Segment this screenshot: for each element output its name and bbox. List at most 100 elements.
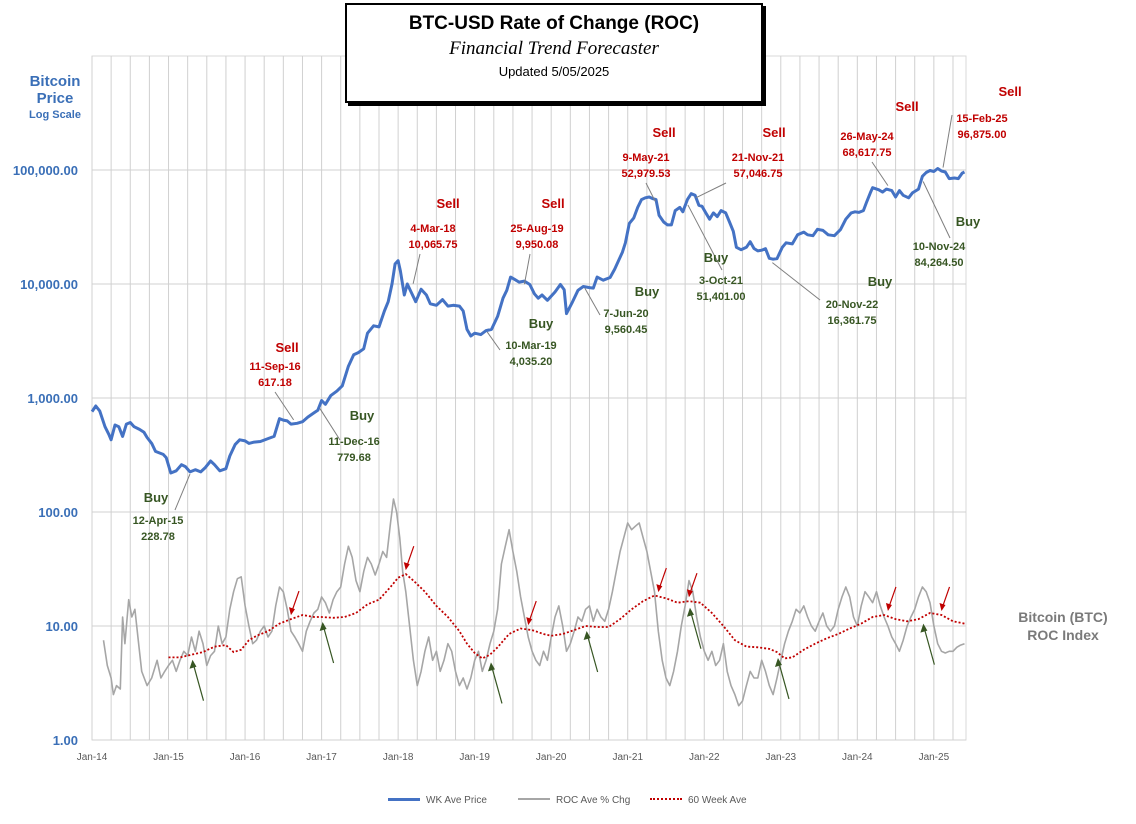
arrow-shaft (587, 635, 599, 673)
signal-kind-label: Sell (436, 196, 459, 211)
buy-signal-arrow (487, 662, 503, 704)
signal-kind-label: Sell (762, 125, 785, 140)
annotation-leader (645, 182, 656, 202)
sell-signal-arrow (288, 590, 300, 616)
arrow-head (487, 662, 495, 672)
arrow-head (920, 623, 928, 633)
sell-annotation: Sell 25-Aug-19 9,950.08 (510, 196, 565, 285)
legend-swatch-avg (650, 798, 682, 801)
signal-date-label: 15-Feb-25 (956, 113, 1007, 125)
annotation-leader (174, 473, 191, 511)
arrow-shaft (888, 586, 897, 608)
buy-annotation: Buy 20-Nov-22 16,361.75 (772, 262, 893, 327)
signal-kind-label: Sell (652, 125, 675, 140)
signal-kind-label: Buy (868, 274, 893, 289)
annotation-leader (412, 253, 421, 284)
series-line-60-week-ave (168, 573, 965, 660)
buy-signal-arrow (189, 659, 205, 701)
signal-value-label: 84,264.50 (915, 257, 964, 269)
x-tick-label: Jan-19 (459, 752, 490, 763)
buy-signal-arrow (583, 631, 599, 673)
legend-label-price: WK Ave Price (426, 795, 487, 806)
y-axis-title-line2: Price (36, 90, 74, 107)
arrow-shaft (192, 664, 205, 701)
x-tick-label: Jan-24 (842, 752, 873, 763)
signal-value-label: 16,361.75 (828, 315, 877, 327)
y-tick-label: 100.00 (38, 505, 78, 520)
signal-annotations: Sell11-Sep-16617.18Buy11-Dec-16779.68Buy… (133, 84, 1022, 543)
y-tick-label: 1.00 (53, 733, 78, 748)
signal-kind-label: Buy (144, 490, 169, 505)
legend-swatch-roc (518, 798, 550, 801)
roc-signal-arrows (189, 545, 951, 704)
x-tick-label: Jan-20 (536, 752, 567, 763)
legend-label-roc: ROC Ave % Chg (556, 795, 631, 806)
x-tick-label: Jan-25 (919, 752, 950, 763)
roc-axis-title-line2: ROC Index (1027, 627, 1099, 643)
buy-signal-arrow (920, 623, 935, 665)
legend-label-avg: 60 Week Ave (688, 795, 747, 806)
sell-signal-arrow (686, 573, 698, 598)
arrow-shaft (658, 567, 667, 589)
sell-annotation: Sell 11-Sep-16 617.18 (249, 340, 301, 421)
y-axis-ticks: 1.00 10.00 100.00 1,000.00 10,000.00 100,000.… (13, 163, 78, 748)
arrow-shaft (323, 626, 335, 664)
x-tick-label: Jan-17 (306, 752, 337, 763)
signal-value-label: 57,046.75 (734, 168, 783, 180)
chart-title: BTC-USD Rate of Change (ROC) (408, 13, 700, 34)
annotation-leader (922, 181, 951, 239)
annotation-leader (319, 408, 341, 441)
x-tick-label: Jan-14 (77, 752, 108, 763)
buy-annotation: Buy 10-Mar-19 4,035.20 (486, 316, 557, 368)
signal-date-label: 12-Apr-15 (133, 515, 184, 527)
arrow-head (319, 621, 327, 631)
sell-signal-arrow (656, 567, 667, 593)
signal-kind-label: Sell (895, 99, 918, 114)
sell-annotation: Sell 9-May-21 52,979.53 (622, 125, 676, 202)
signal-value-label: 10,065.75 (409, 239, 458, 251)
signal-kind-label: Sell (998, 84, 1021, 99)
arrow-shaft (689, 573, 698, 594)
signal-value-label: 228.78 (141, 531, 175, 543)
signal-date-label: 9-May-21 (622, 152, 669, 164)
signal-kind-label: Sell (541, 196, 564, 211)
signal-kind-label: Buy (956, 214, 981, 229)
annotation-leader (486, 331, 501, 351)
arrow-head (526, 617, 533, 626)
annotation-leader (687, 204, 723, 271)
signal-value-label: 9,560.45 (605, 324, 648, 336)
chart-subtitle: Financial Trend Forecaster (449, 38, 659, 59)
annotation-leader (772, 262, 821, 301)
buy-signal-arrow (774, 657, 790, 700)
sell-signal-arrow (885, 586, 897, 611)
arrow-shaft (923, 628, 935, 665)
buy-annotation: Buy 12-Apr-15 228.78 (133, 473, 191, 543)
arrow-head (686, 607, 694, 617)
signal-value-label: 51,401.00 (697, 291, 746, 303)
signal-kind-label: Buy (635, 284, 660, 299)
signal-date-label: 4-Mar-18 (410, 223, 455, 235)
signal-kind-label: Buy (350, 408, 375, 423)
arrow-head (885, 602, 892, 611)
signal-date-label: 10-Nov-24 (913, 241, 966, 253)
buy-signal-arrow (686, 607, 702, 649)
x-tick-label: Jan-16 (230, 752, 261, 763)
legend-item-avg: 60 Week Ave (650, 795, 747, 806)
arrow-shaft (291, 590, 300, 612)
annotation-leader (584, 287, 601, 316)
arrow-shaft (528, 600, 537, 622)
sell-signal-arrow (526, 600, 537, 626)
arrow-head (939, 602, 946, 611)
x-tick-label: Jan-18 (383, 752, 414, 763)
sell-signal-arrow (403, 545, 415, 571)
arrow-shaft (406, 545, 415, 567)
annotation-leader (695, 182, 727, 199)
signal-value-label: 52,979.53 (622, 168, 671, 180)
y-axis-title-line1: Bitcoin (29, 73, 81, 90)
signal-date-label: 10-Mar-19 (505, 340, 556, 352)
arrow-head (656, 584, 663, 593)
chart-legend: WK Ave Price ROC Ave % Chg 60 Week Ave (0, 795, 1136, 813)
arrow-shaft (491, 667, 503, 704)
signal-date-label: 11-Dec-16 (328, 436, 379, 448)
